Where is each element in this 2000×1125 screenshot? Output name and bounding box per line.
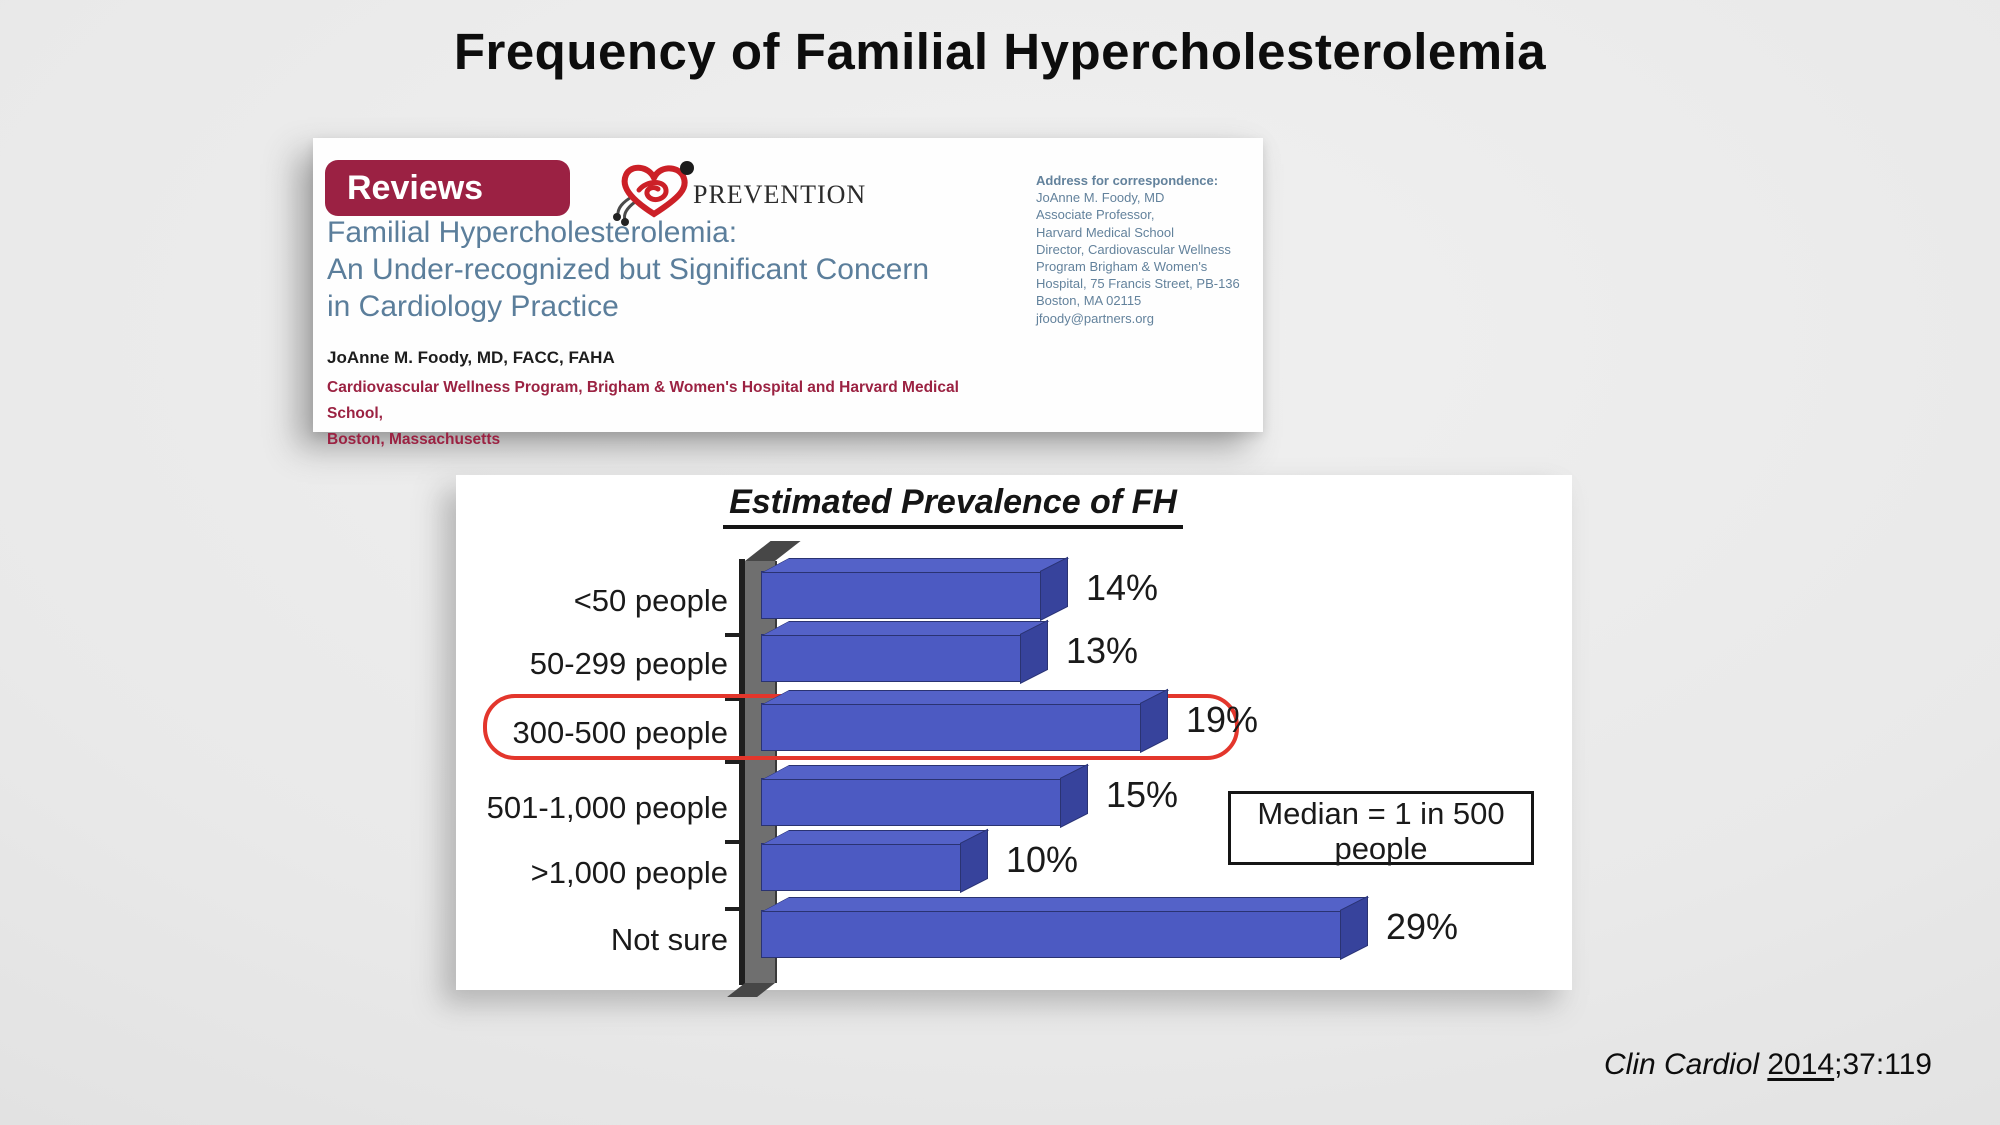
chart-row: 300-500 people 19% (456, 699, 1572, 763)
axis-tick (725, 840, 741, 844)
value-label: 14% (1086, 567, 1159, 608)
chart-row: 50-299 people 13% (456, 630, 1572, 694)
chart-title-wrap: Estimated Prevalence of FH (456, 483, 1450, 529)
median-annotation-box: Median = 1 in 500 people (1228, 791, 1534, 866)
bar-3d (761, 910, 1341, 958)
citation-suffix: ;37:119 (1834, 1048, 1932, 1081)
prevention-logo-text: PREVENTION (693, 180, 867, 209)
correspondence-line: Director, Cardiovascular Wellness (1036, 241, 1231, 257)
axis-line (739, 559, 745, 985)
article-title-line: An Under-recognized but Significant Conc… (327, 253, 930, 286)
axis-tick (725, 697, 741, 701)
heart-stethoscope-icon (613, 161, 694, 226)
chart-title: Estimated Prevalence of FH (723, 483, 1183, 529)
value-label: 10% (1006, 839, 1079, 880)
value-label: 19% (1186, 699, 1259, 740)
category-label: >1,000 people (530, 855, 728, 890)
correspondence-heading: Address for correspondence: (1036, 173, 1219, 188)
correspondence-line: Program Brigham & Women's (1036, 259, 1208, 275)
correspondence-line: Hospital, 75 Francis Street, PB-136 (1036, 276, 1240, 292)
correspondence-line: jfoody@partners.org (1036, 310, 1154, 326)
citation-journal: Clin Cardiol (1603, 1048, 1768, 1081)
axis-tick (725, 907, 741, 911)
value-label: 29% (1386, 906, 1459, 947)
article-title-line: Familial Hypercholesterolemia: (327, 216, 738, 249)
chart-row: Not sure 29% (456, 906, 1572, 970)
correspondence-line: Boston, MA 02115 (1036, 293, 1142, 309)
category-label: Not sure (610, 922, 728, 957)
bar-3d (761, 634, 1021, 682)
axis-tick (725, 760, 741, 764)
correspondence-line: Harvard Medical School (1036, 224, 1175, 240)
author-line: JoAnne M. Foody, MD, FACC, FAHA (327, 348, 615, 367)
category-label: 501-1,000 people (486, 790, 728, 825)
prevention-logo: PREVENTION (609, 156, 865, 226)
slide-title: Frequency of Familial Hypercholesterolem… (453, 23, 1547, 80)
correspondence-line: Associate Professor, (1036, 207, 1155, 223)
chart-row: >1,000 people 10% (456, 839, 1572, 903)
bar-3d (761, 778, 1061, 826)
axis-tick (725, 633, 741, 637)
affiliation-line: Cardiovascular Wellness Program, Brigham… (327, 379, 959, 422)
value-label: 13% (1066, 630, 1139, 671)
value-label: 15% (1106, 774, 1179, 815)
bar-3d (761, 843, 961, 891)
median-annotation-line: people (1334, 831, 1428, 866)
chart-panel: Estimated Prevalence of FH <50 people 14… (456, 475, 1572, 990)
category-label: 50-299 people (529, 646, 728, 681)
article-header-card: Reviews PREVENTION Familial Hypercholest… (313, 138, 1263, 448)
bar-3d (761, 703, 1141, 751)
affiliation-line: Boston, Massachusetts (327, 431, 501, 448)
citation-year: 2014 (1767, 1048, 1835, 1081)
correspondence-block: Address for correspondence: JoAnne M. Fo… (1036, 172, 1261, 327)
chart-row: 501-1,000 people 15% (456, 774, 1572, 838)
bar-3d (761, 571, 1041, 619)
category-label: 300-500 people (512, 715, 728, 750)
article-title-line: in Cardiology Practice (327, 290, 619, 323)
reviews-badge: Reviews (325, 160, 570, 216)
category-label: <50 people (573, 583, 728, 618)
affiliation: Cardiovascular Wellness Program, Brigham… (327, 375, 1017, 453)
chart-row: <50 people 14% (456, 567, 1572, 631)
article-title: Familial Hypercholesterolemia: An Under-… (327, 214, 1027, 325)
citation: Clin Cardiol 2014;37:119 (1604, 1048, 1932, 1082)
median-annotation-line: Median = 1 in 500 (1257, 796, 1505, 831)
correspondence-line: JoAnne M. Foody, MD (1036, 190, 1165, 206)
